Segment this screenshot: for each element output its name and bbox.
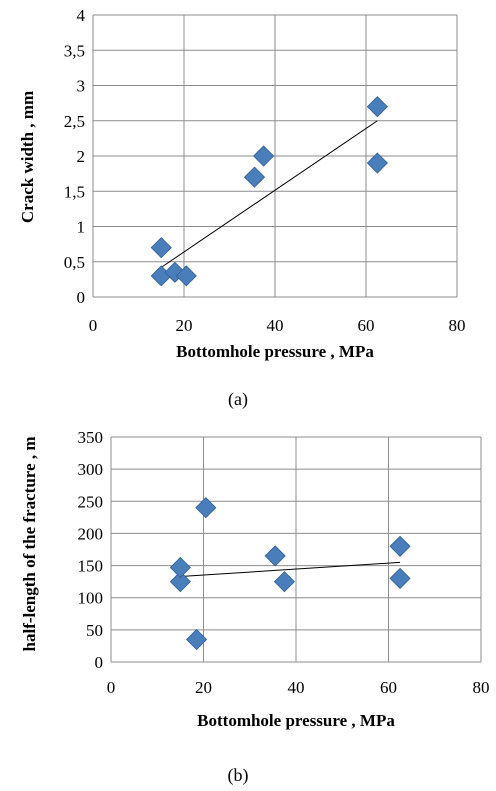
chart-a-data-point	[243, 166, 266, 188]
caption-a: (a)	[228, 389, 248, 409]
chart-a-xtick-label: 60	[358, 316, 375, 335]
chart-b-data-point	[389, 567, 411, 589]
chart-b-ytick-label: 350	[78, 428, 104, 447]
chart-b-data-point	[169, 571, 191, 593]
chart-b-data-point	[195, 497, 217, 519]
chart-a-data-point	[150, 237, 172, 259]
chart-a-xtick-label: 20	[176, 316, 193, 335]
chart-b-ytick-label: 50	[86, 621, 103, 640]
chart-a-xtick-label: 80	[449, 316, 466, 335]
caption-b: (b)	[227, 765, 249, 785]
chart-b-data-point	[273, 571, 296, 593]
chart-b-xtick-label: 0	[107, 678, 116, 697]
chart-a-trendline	[160, 120, 378, 268]
chart-a-xtick-label: 40	[267, 316, 284, 335]
chart-b-ytick-label: 300	[78, 460, 104, 479]
chart-b-ytick-label: 250	[78, 492, 104, 511]
chart-b-ytick-label: 150	[78, 557, 104, 576]
chart-b-xtick-label: 80	[473, 678, 490, 697]
chart-a-xtick-label: 0	[89, 316, 98, 335]
chart-a-data-point	[175, 265, 197, 287]
chart-b-xtick-label: 40	[288, 678, 305, 697]
chart-b-ytick-label: 0	[95, 653, 104, 672]
chart-a-data-point	[253, 145, 275, 167]
chart-b-trendline	[180, 561, 401, 577]
chart-b-x-axis-label: Bottomhole pressure , MPa	[197, 711, 395, 730]
chart-b-data-point	[169, 556, 191, 579]
chart-b-ytick-label: 100	[78, 589, 104, 608]
chart-a-ytick-label: 3	[77, 77, 86, 96]
chart-a-y-axis-label: Crack width , mm	[18, 91, 37, 223]
chart-b-xtick-label: 20	[195, 678, 212, 697]
chart-a-ytick-label: 3,5	[64, 41, 85, 60]
chart-a-data-point	[366, 96, 388, 118]
chart-a-data-point	[366, 152, 388, 174]
chart-a-x-axis-label: Bottomhole pressure , MPa	[176, 342, 374, 361]
chart-b-data-point	[185, 628, 208, 651]
chart-b-data-point	[264, 545, 286, 567]
chart-b-y-axis-label: half-length of the fracture , m	[20, 437, 39, 652]
chart-a-ytick-label: 1,5	[64, 182, 85, 201]
chart-b-xtick-label: 60	[380, 678, 397, 697]
chart-a-ytick-label: 2	[77, 147, 86, 166]
chart-a-ytick-label: 0,5	[64, 253, 85, 272]
chart-b-data-point	[389, 535, 411, 557]
chart-a-ytick-label: 0	[77, 288, 86, 307]
chart-a-ytick-label: 1	[77, 218, 86, 237]
fracture-half-length-chart: 0 50 100 150 200 250 300 350 0 20 40 60 80 Bottomhole…	[20, 428, 490, 730]
chart-b-ytick-label: 200	[78, 524, 104, 543]
chart-a-ytick-label: 2,5	[64, 112, 85, 131]
chart-a-ytick-label: 4	[77, 6, 86, 25]
